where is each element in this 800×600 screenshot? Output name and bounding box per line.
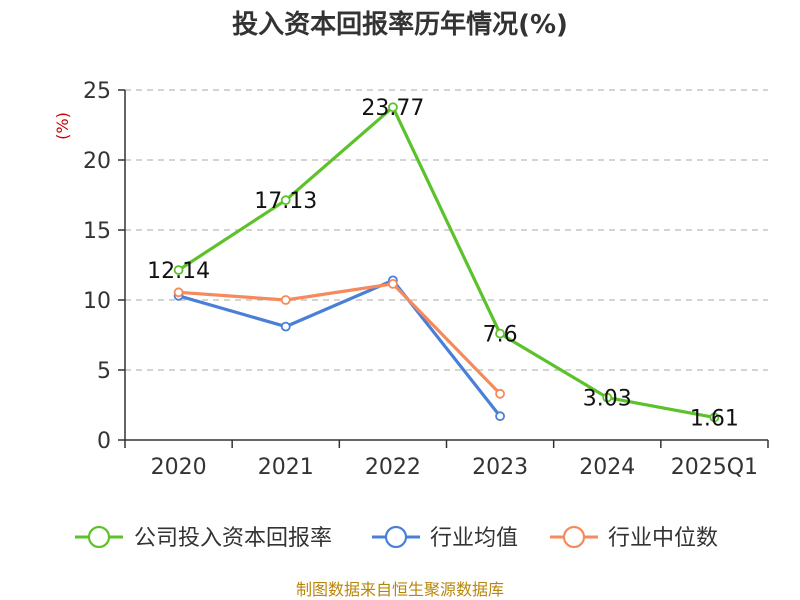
- data-label-2022: 23.77: [361, 96, 424, 121]
- legend-label-2: 行业中位数: [608, 526, 718, 551]
- y-tick-label-10: 10: [83, 289, 111, 314]
- series-0-point-2020: [173, 265, 184, 275]
- grid-lines: [125, 89, 768, 371]
- y-tick-label-20: 20: [83, 149, 111, 174]
- legend-item-0: 公司投入资本回报率: [75, 525, 332, 551]
- data-label-2021: 17.13: [254, 189, 317, 214]
- series-1-point-2023: [495, 411, 505, 422]
- series-2: [173, 278, 505, 399]
- series-line-2: [178, 282, 502, 395]
- legend: 公司投入资本回报率 行业均值 行业中位数: [75, 525, 718, 551]
- x-tick-label-2024: 2024: [579, 455, 635, 480]
- axes: 0 5 10 15 20 25 2020 2021 2022 2023 2024 2025Q1: [83, 79, 769, 480]
- data-label-2024: 3.03: [583, 387, 632, 412]
- data-label-2023: 7.6: [483, 323, 518, 348]
- data-labels: 12.14 17.13 23.77 7.6 3.03 1.61: [147, 96, 739, 431]
- legend-item-2: 行业中位数: [550, 525, 718, 551]
- legend-marker-2: [562, 525, 586, 549]
- data-label-2020: 12.14: [147, 259, 210, 284]
- x-tick-label-2022: 2022: [365, 455, 421, 480]
- chart-title: 投入资本回报率历年情况(%): [232, 9, 568, 40]
- series-0: [173, 102, 720, 423]
- series-1-point-2021: [280, 321, 291, 332]
- series-2-point-2021: [280, 295, 291, 305]
- data-label-2025Q1: 1.61: [690, 406, 739, 431]
- legend-marker-0: [87, 525, 111, 549]
- y-tick-label-5: 5: [97, 359, 111, 384]
- series-layer: [173, 102, 720, 423]
- source-note: 制图数据来自恒生聚源数据库: [296, 580, 504, 599]
- y-tick-label-0: 0: [97, 429, 111, 454]
- y-axis-label: (%): [53, 112, 72, 140]
- legend-label-0: 公司投入资本回报率: [134, 526, 332, 551]
- y-tick-label-25: 25: [83, 79, 111, 104]
- y-tick-label-15: 15: [83, 219, 111, 244]
- series-0-point-2024: [602, 392, 613, 403]
- series-0-point-2021: [280, 195, 291, 206]
- x-tick-label-2020: 2020: [151, 455, 207, 480]
- x-tick-label-2021: 2021: [258, 455, 314, 480]
- series-0-point-2025Q1: [709, 412, 720, 423]
- series-0-point-2023: [495, 328, 505, 339]
- legend-marker-1: [384, 525, 408, 549]
- x-tick-label-2023: 2023: [472, 455, 528, 480]
- legend-item-1: 行业均值: [372, 525, 518, 551]
- x-tick-label-2025Q1: 2025Q1: [671, 455, 758, 480]
- series-2-point-2022: [388, 278, 398, 289]
- series-2-point-2023: [495, 388, 505, 399]
- legend-label-1: 行业均值: [430, 526, 518, 551]
- series-line-0: [177, 105, 715, 420]
- series-0-point-2022: [388, 102, 398, 113]
- series-2-point-2020: [173, 287, 184, 298]
- series-line-1: [178, 278, 502, 418]
